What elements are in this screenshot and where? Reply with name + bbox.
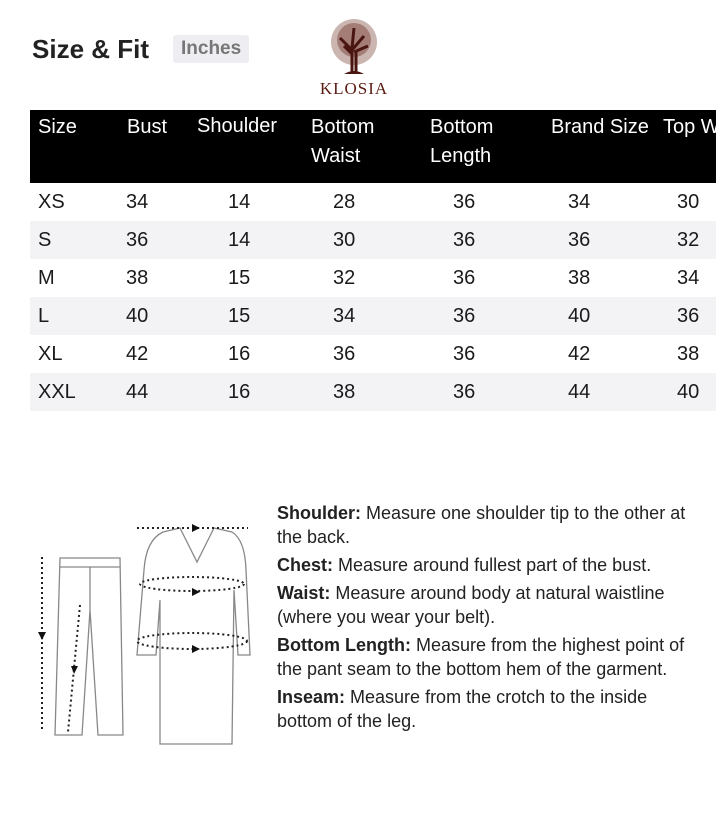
- column-header: Top Waist: [651, 110, 716, 183]
- guide-term: Inseam:: [277, 687, 346, 707]
- table-cell: 36: [118, 221, 192, 259]
- table-row: M 38 15 32 36 38 34: [30, 259, 716, 297]
- table-cell: 36: [421, 373, 540, 411]
- table-cell: 14: [228, 190, 251, 213]
- table-cell: 42: [126, 342, 149, 365]
- table-cell: 36: [540, 221, 651, 259]
- guide-text: Measure around fullest part of the bust.: [333, 555, 652, 575]
- table-row: XXL 44 16 38 36 44 40: [30, 373, 716, 411]
- guide-term: Shoulder:: [277, 503, 361, 523]
- table-cell: 38: [126, 266, 149, 289]
- table-cell: 34: [677, 266, 700, 289]
- table-cell: XXL: [30, 373, 118, 411]
- table-cell: 38: [677, 342, 700, 365]
- brand-logo: KLOSIA: [318, 18, 390, 100]
- table-cell: 32: [333, 266, 356, 289]
- table-cell: 34: [568, 190, 591, 213]
- table-cell: 15: [192, 297, 302, 335]
- table-cell: 36: [651, 297, 716, 335]
- guide-term: Chest:: [277, 555, 334, 575]
- table-cell: 28: [333, 190, 356, 213]
- table-cell: 36: [453, 342, 476, 365]
- guide-item: Shoulder: Measure one shoulder tip to th…: [277, 501, 707, 549]
- table-cell: 44: [118, 373, 192, 411]
- brand-name: KLOSIA: [319, 79, 389, 98]
- page-title: Size & Fit: [32, 34, 150, 64]
- table-cell: 15: [228, 266, 251, 289]
- table-cell: L: [30, 297, 118, 335]
- table-cell: XL: [38, 342, 63, 365]
- table-cell: S: [30, 221, 118, 259]
- table-cell: 16: [228, 342, 251, 365]
- unit-badge: Inches: [173, 35, 250, 63]
- guide-term: Bottom Length:: [277, 635, 411, 655]
- table-row: S 36 14 30 36 36 32: [30, 221, 716, 259]
- table-cell: 36: [453, 190, 476, 213]
- table-cell: 36: [333, 342, 356, 365]
- guide-item: Inseam: Measure from the crotch to the i…: [277, 685, 707, 733]
- table-row: L 40 15 34 36 40 36: [30, 297, 716, 335]
- guide-term: Waist:: [277, 583, 331, 603]
- column-header: Bottom Length: [421, 110, 540, 183]
- garment-measurement-illustration: [38, 524, 251, 745]
- size-table: Size Bust Shoulder Bottom Waist Bottom Lengt…: [30, 110, 716, 411]
- guide-item: Chest: Measure around fullest part of th…: [277, 553, 707, 577]
- table-cell: 36: [421, 297, 540, 335]
- table-cell: XS: [38, 190, 65, 213]
- guide-text: Measure from the highest point of the pa…: [277, 635, 685, 679]
- table-cell: 40: [540, 297, 651, 335]
- column-header: Size: [30, 110, 118, 183]
- table-cell: 40: [651, 373, 716, 411]
- table-cell: 34: [302, 297, 421, 335]
- table-cell: 34: [126, 190, 149, 213]
- guide-item: Waist: Measure around body at natural wa…: [277, 581, 707, 629]
- table-cell: 30: [677, 190, 700, 213]
- column-header: Bottom Waist: [302, 110, 421, 183]
- table-cell: 36: [421, 221, 540, 259]
- measurement-guide: Shoulder: Measure one shoulder tip to th…: [277, 501, 707, 737]
- table-row: XS 34 14 28 36 34 30: [30, 183, 716, 221]
- column-header: Shoulder: [192, 110, 302, 183]
- table-cell: 40: [118, 297, 192, 335]
- table-cell: 38: [302, 373, 421, 411]
- table-cell: 32: [651, 221, 716, 259]
- table-cell: 16: [192, 373, 302, 411]
- table-cell: 42: [568, 342, 591, 365]
- table-cell: 14: [192, 221, 302, 259]
- guide-text: Measure from the crotch to the inside bo…: [277, 687, 648, 731]
- column-header: Brand Size: [540, 110, 651, 183]
- table-cell: 44: [540, 373, 651, 411]
- table-cell: 36: [453, 266, 476, 289]
- guide-text: Measure one shoulder tip to the other at…: [277, 503, 686, 547]
- table-cell: M: [38, 266, 55, 289]
- guide-text: Measure around body at natural waistline…: [277, 583, 665, 627]
- guide-item: Bottom Length: Measure from the highest …: [277, 633, 707, 681]
- table-cell: 38: [568, 266, 591, 289]
- table-row: XL 42 16 36 36 42 38: [30, 335, 716, 373]
- table-cell: 30: [302, 221, 421, 259]
- tree-icon: [331, 19, 377, 74]
- column-header: Bust: [118, 110, 192, 183]
